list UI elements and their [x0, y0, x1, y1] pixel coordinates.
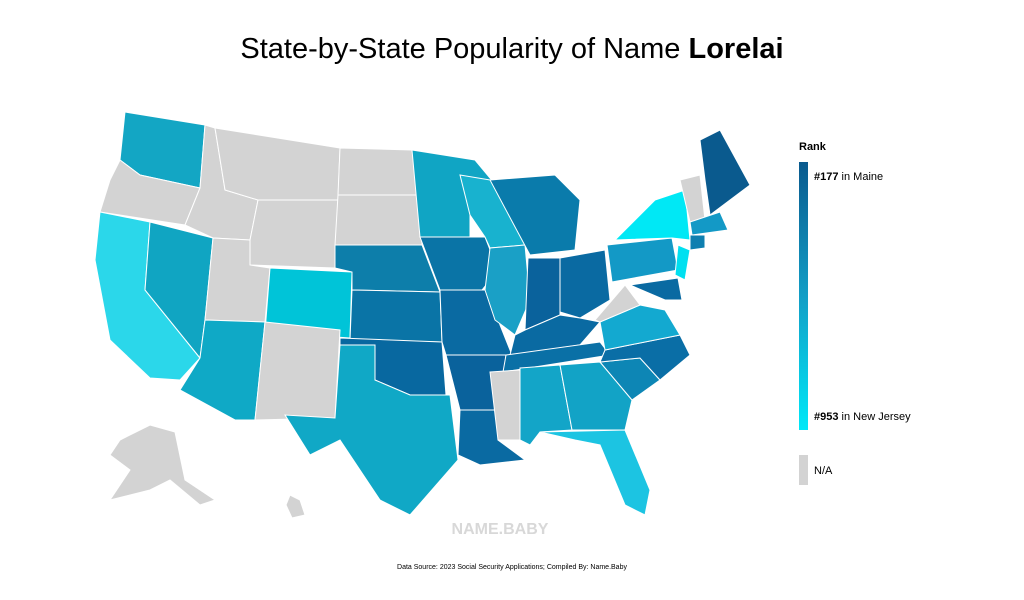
legend-na-swatch [799, 455, 808, 485]
state [594, 284, 641, 323]
legend-top-rank: #177 [814, 171, 838, 183]
state [689, 234, 706, 251]
us-map [94, 111, 751, 519]
state [689, 211, 729, 236]
state [285, 494, 306, 519]
watermark: NAME.BABY [452, 521, 549, 538]
legend-bottom-label: in New Jersey [842, 411, 912, 423]
state [489, 174, 581, 256]
state [108, 424, 217, 506]
legend-ramp [799, 162, 808, 430]
state [628, 277, 683, 301]
legend-na: N/A [814, 465, 833, 477]
legend-bottom-rank: #953 [814, 411, 838, 423]
legend-top: #177 in Maine [814, 171, 883, 183]
title-name: Lorelai [689, 33, 784, 65]
state [254, 321, 341, 421]
legend: Rank #177 in Maine #953 in New Jersey N/… [799, 141, 911, 485]
state [334, 194, 423, 246]
state [613, 189, 691, 241]
state [606, 237, 679, 283]
title-text: State-by-State Popularity of Name [240, 33, 680, 65]
legend-bottom: #953 in New Jersey [814, 411, 911, 423]
title: State-by-State Popularity of Name Lorela… [240, 33, 783, 65]
state [337, 147, 421, 196]
state [349, 289, 443, 343]
legend-heading: Rank [799, 141, 827, 153]
state [214, 127, 341, 201]
legend-top-label: in Maine [842, 171, 884, 183]
state [284, 344, 459, 516]
state [559, 249, 611, 319]
state [699, 129, 751, 216]
state [674, 244, 691, 281]
state [539, 429, 651, 516]
state [249, 199, 339, 269]
footer: Data Source: 2023 Social Security Applic… [397, 564, 627, 571]
